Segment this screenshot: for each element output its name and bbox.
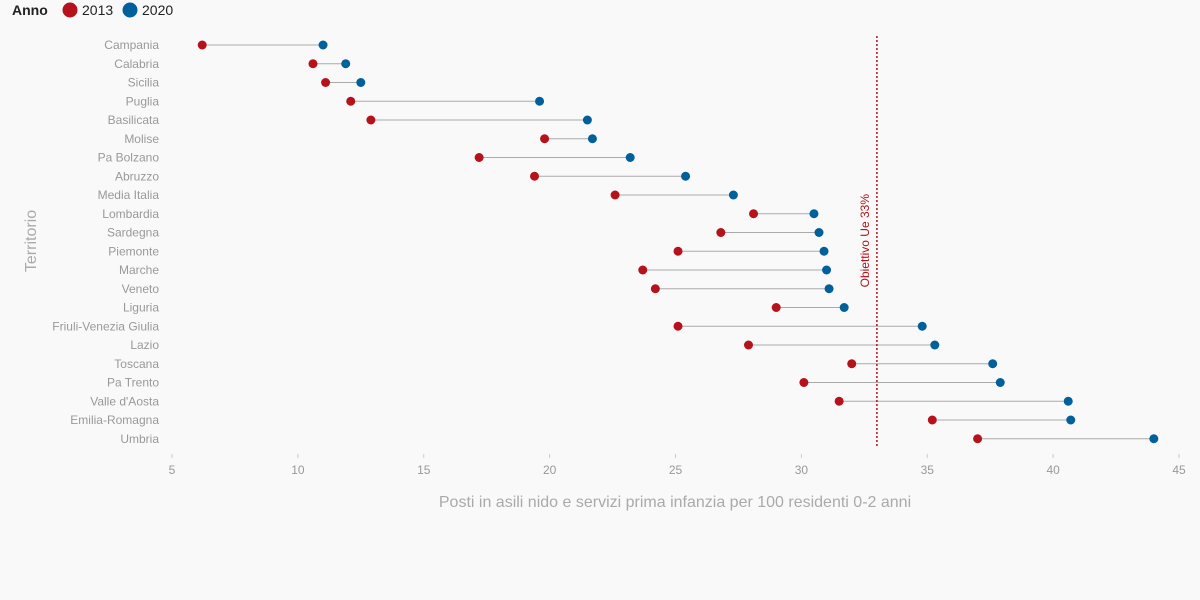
point-2013[interactable] bbox=[540, 134, 550, 144]
legend-title: Anno bbox=[12, 2, 48, 18]
point-2020[interactable] bbox=[535, 96, 545, 106]
point-2013[interactable] bbox=[321, 78, 331, 87]
point-2013[interactable] bbox=[673, 321, 683, 331]
point-2013[interactable] bbox=[771, 303, 781, 312]
point-2013[interactable] bbox=[973, 434, 983, 444]
x-axis-title: Posti in asili nido e servizi prima infa… bbox=[439, 494, 911, 511]
x-tick-label: 35 bbox=[921, 463, 935, 477]
point-2013[interactable] bbox=[530, 171, 540, 181]
point-2020[interactable] bbox=[625, 153, 635, 162]
point-2013[interactable] bbox=[799, 378, 809, 387]
x-tick-label: 30 bbox=[795, 463, 809, 477]
category-label: Media Italia bbox=[98, 188, 160, 202]
point-2013[interactable] bbox=[650, 284, 660, 294]
point-2020[interactable] bbox=[728, 190, 738, 200]
point-2013[interactable] bbox=[197, 40, 207, 50]
legend-marker-2020[interactable] bbox=[122, 2, 138, 18]
category-label: Lombardia bbox=[102, 207, 159, 221]
reference-line-label: Obiettivo Ue 33% bbox=[858, 194, 872, 288]
legend-marker-2013[interactable] bbox=[62, 2, 78, 18]
point-2013[interactable] bbox=[749, 209, 759, 219]
category-label: Abruzzo bbox=[115, 169, 159, 183]
point-2020[interactable] bbox=[822, 265, 832, 275]
point-2013[interactable] bbox=[346, 96, 356, 106]
category-label: Sardegna bbox=[107, 226, 159, 240]
point-2013[interactable] bbox=[638, 265, 648, 275]
category-label: Pa Trento bbox=[107, 376, 159, 390]
x-tick-label: 25 bbox=[669, 463, 683, 477]
point-2020[interactable] bbox=[819, 246, 829, 256]
x-tick-label: 10 bbox=[291, 463, 305, 477]
point-2020[interactable] bbox=[839, 303, 849, 312]
category-label: Valle d'Aosta bbox=[90, 394, 159, 408]
point-2020[interactable] bbox=[582, 115, 592, 125]
category-label: Emilia-Romagna bbox=[70, 413, 159, 427]
point-2020[interactable] bbox=[318, 40, 328, 50]
point-2020[interactable] bbox=[1066, 415, 1076, 425]
point-2013[interactable] bbox=[366, 115, 376, 125]
point-2020[interactable] bbox=[681, 171, 691, 181]
point-2020[interactable] bbox=[356, 78, 366, 87]
x-tick-label: 5 bbox=[169, 463, 176, 477]
category-label: Pa Bolzano bbox=[98, 151, 160, 165]
category-label: Friuli-Venezia Giulia bbox=[52, 319, 159, 333]
x-tick-label: 15 bbox=[417, 463, 431, 477]
category-label: Molise bbox=[124, 132, 159, 146]
point-2013[interactable] bbox=[847, 359, 857, 369]
category-label: Veneto bbox=[122, 282, 160, 296]
category-label: Calabria bbox=[114, 57, 159, 71]
point-2013[interactable] bbox=[673, 246, 683, 256]
point-2020[interactable] bbox=[995, 378, 1005, 387]
category-label: Toscana bbox=[114, 357, 159, 371]
point-2020[interactable] bbox=[1063, 396, 1073, 406]
point-2013[interactable] bbox=[716, 228, 726, 237]
category-label: Lazio bbox=[130, 338, 159, 352]
x-tick-label: 40 bbox=[1046, 463, 1060, 477]
category-label: Puglia bbox=[126, 94, 160, 108]
category-label: Campania bbox=[104, 38, 159, 52]
x-tick-label: 20 bbox=[543, 463, 557, 477]
point-2013[interactable] bbox=[610, 190, 620, 200]
point-2020[interactable] bbox=[587, 134, 597, 144]
point-2013[interactable] bbox=[474, 153, 484, 162]
y-axis-title: Territorio bbox=[23, 210, 40, 272]
point-2020[interactable] bbox=[917, 321, 927, 331]
point-2020[interactable] bbox=[341, 59, 351, 69]
point-2013[interactable] bbox=[744, 340, 754, 350]
point-2020[interactable] bbox=[988, 359, 998, 369]
point-2020[interactable] bbox=[930, 340, 940, 350]
point-2013[interactable] bbox=[834, 396, 844, 406]
point-2013[interactable] bbox=[927, 415, 937, 425]
category-label: Marche bbox=[119, 263, 159, 277]
plot-area: Campania Calabria Sicilia Puglia Basilicata M… bbox=[52, 36, 1186, 477]
legend-label-2013[interactable]: 2013 bbox=[82, 2, 113, 18]
legend-label-2020[interactable]: 2020 bbox=[142, 2, 173, 18]
category-label: Umbria bbox=[120, 432, 159, 446]
point-2020[interactable] bbox=[814, 228, 824, 237]
x-tick-label: 45 bbox=[1172, 463, 1186, 477]
point-2020[interactable] bbox=[809, 209, 819, 219]
point-2020[interactable] bbox=[1149, 434, 1159, 444]
legend: Anno 2013 2020 bbox=[12, 2, 173, 18]
point-2020[interactable] bbox=[824, 284, 834, 294]
point-2013[interactable] bbox=[308, 59, 318, 69]
category-label: Liguria bbox=[123, 301, 159, 315]
category-label: Basilicata bbox=[108, 113, 160, 127]
category-label: Sicilia bbox=[128, 76, 160, 90]
category-label: Piemonte bbox=[108, 244, 159, 258]
